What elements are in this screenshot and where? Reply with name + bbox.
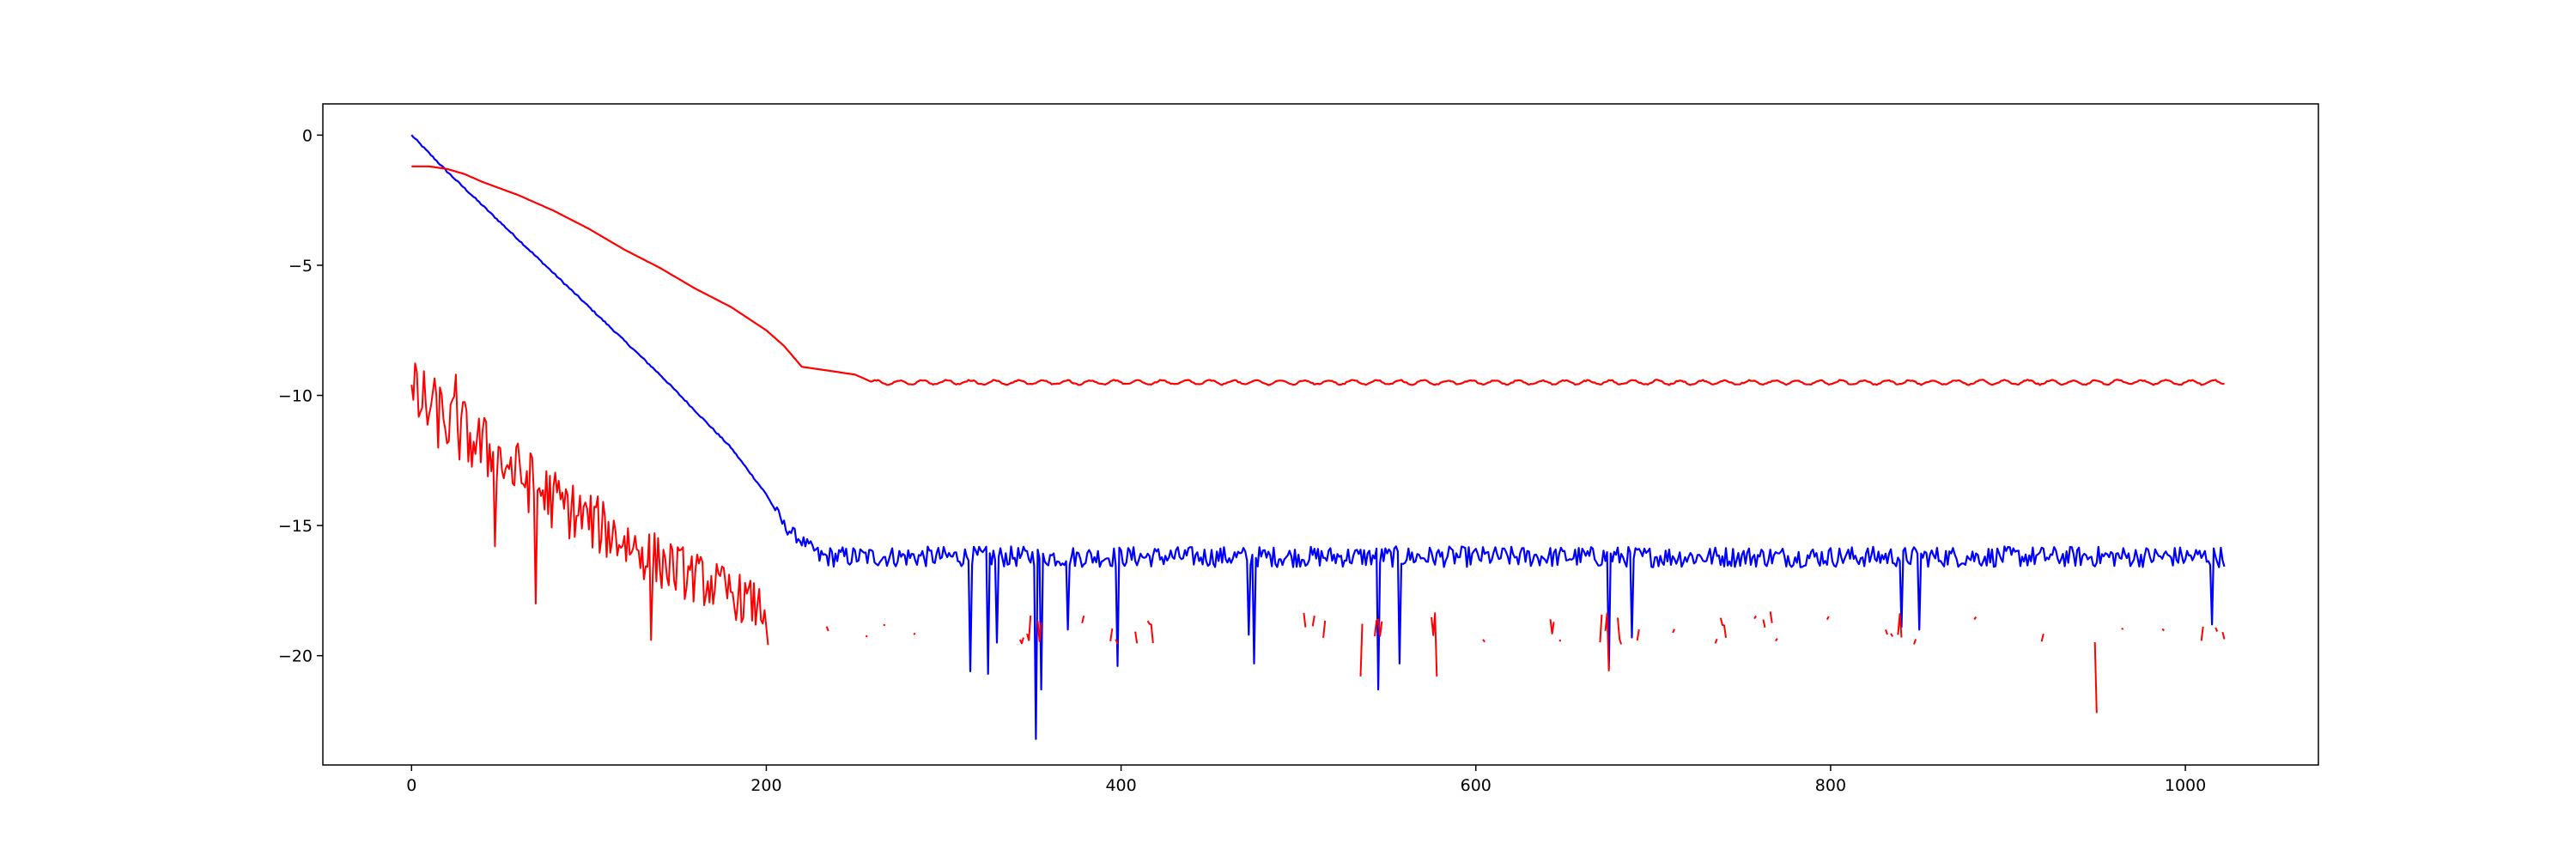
plot-frame [322,103,2319,766]
axis-ticks: 0 200 400 600 800 1000 0 −5 −10 −15 −20 [278,126,2206,795]
x-tick-label: 1000 [2165,776,2206,795]
x-tick-label: 800 [1815,776,1846,795]
y-tick-label: −5 [289,257,313,276]
series-blue-line [410,134,2226,740]
y-tick-label: −15 [278,517,313,536]
y-tick-label: 0 [302,126,313,145]
x-tick-label: 0 [406,776,416,795]
series-red-lower-line [410,362,2226,713]
y-tick-label: −20 [278,647,313,666]
x-tick-label: 400 [1105,776,1136,795]
y-tick-label: −10 [278,387,313,406]
x-tick-label: 200 [750,776,781,795]
series-red-upper-line [411,165,2225,386]
plot-content [410,134,2226,740]
x-tick-label: 600 [1461,776,1492,795]
